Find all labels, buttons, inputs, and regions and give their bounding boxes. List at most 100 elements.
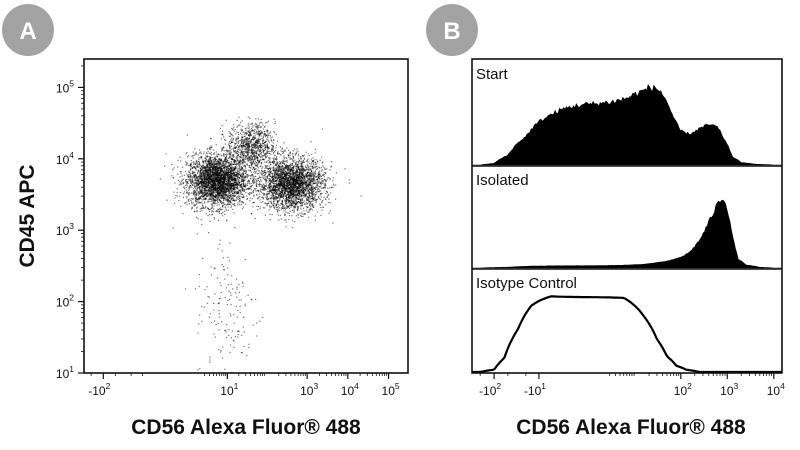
scatter-point bbox=[229, 142, 231, 145]
scatter-point bbox=[207, 163, 209, 165]
scatter-point bbox=[240, 173, 242, 175]
scatter-point bbox=[243, 176, 245, 178]
scatter-point bbox=[283, 206, 285, 208]
scatter-point bbox=[257, 209, 259, 211]
scatter-point bbox=[228, 180, 230, 182]
scatter-point bbox=[227, 187, 229, 189]
scatter-point bbox=[171, 175, 173, 177]
scatter-point bbox=[205, 184, 207, 186]
scatter-point bbox=[217, 192, 219, 194]
scatter-point bbox=[215, 160, 217, 162]
scatter-point bbox=[289, 204, 291, 207]
scatter-point bbox=[281, 170, 283, 172]
scatter-point bbox=[218, 175, 220, 177]
scatter-point bbox=[207, 181, 209, 183]
scatter-point bbox=[224, 184, 226, 186]
scatter-point bbox=[220, 189, 222, 191]
scatter-point bbox=[239, 199, 241, 201]
scatter-point bbox=[214, 166, 216, 168]
scatter-point bbox=[183, 193, 185, 195]
scatter-point bbox=[212, 170, 214, 172]
scatter-point bbox=[221, 160, 223, 162]
scatter-point bbox=[205, 205, 207, 207]
scatter-point bbox=[282, 181, 284, 183]
scatter-point bbox=[294, 185, 296, 187]
scatter-point bbox=[225, 160, 227, 162]
scatter-point bbox=[211, 169, 213, 171]
scatter-point bbox=[222, 171, 224, 173]
scatter-point bbox=[240, 157, 242, 159]
panel-a-badge: A bbox=[2, 4, 54, 56]
scatter-point bbox=[218, 179, 220, 181]
scatter-point bbox=[278, 164, 280, 166]
scatter-point bbox=[223, 164, 225, 166]
scatter-point bbox=[237, 187, 239, 189]
scatter-point bbox=[216, 191, 218, 193]
scatter-point bbox=[289, 196, 291, 198]
scatter-point bbox=[192, 172, 194, 174]
scatter-point bbox=[289, 154, 291, 156]
scatter-point bbox=[278, 187, 280, 189]
scatter-point bbox=[217, 159, 219, 161]
scatter-point bbox=[243, 179, 245, 181]
scatter-point bbox=[229, 165, 231, 168]
scatter-point bbox=[206, 184, 208, 186]
scatter-point bbox=[296, 208, 299, 210]
scatter-point bbox=[197, 180, 199, 182]
scatter-point bbox=[207, 215, 209, 217]
scatter-point bbox=[194, 153, 196, 155]
scatter-point bbox=[272, 181, 274, 183]
scatter-point bbox=[214, 156, 216, 158]
scatter-point bbox=[222, 134, 224, 136]
scatter-point bbox=[310, 162, 312, 164]
scatter-point bbox=[212, 201, 214, 203]
scatter-point bbox=[199, 210, 201, 212]
scatter-point bbox=[194, 182, 196, 184]
scatter-point bbox=[212, 211, 215, 213]
scatter-point bbox=[321, 182, 323, 184]
scatter-point bbox=[190, 167, 192, 169]
scatter-point bbox=[192, 182, 194, 184]
scatter-point bbox=[247, 181, 249, 183]
scatter-point bbox=[211, 210, 213, 212]
scatter-point bbox=[219, 175, 221, 177]
scatter-point bbox=[210, 148, 212, 150]
scatter-point bbox=[209, 160, 211, 162]
scatter-point bbox=[228, 187, 230, 189]
scatter-point bbox=[221, 185, 223, 187]
scatter-point bbox=[238, 168, 240, 170]
scatter-point bbox=[221, 183, 223, 185]
scatter-point bbox=[218, 164, 220, 166]
scatter-point bbox=[273, 207, 275, 209]
scatter-point bbox=[190, 175, 192, 178]
scatter-point bbox=[208, 181, 210, 183]
scatter-point bbox=[236, 155, 238, 157]
scatter-point bbox=[275, 163, 277, 165]
scatter-point bbox=[219, 172, 221, 174]
scatter-point bbox=[212, 178, 214, 180]
scatter-point bbox=[309, 205, 311, 207]
scatter-point bbox=[205, 199, 207, 201]
scatter-point bbox=[217, 195, 219, 197]
scatter-point bbox=[302, 160, 304, 162]
scatter-point bbox=[233, 158, 235, 161]
scatter-point bbox=[232, 185, 234, 187]
scatter-point bbox=[195, 203, 198, 205]
scatter-point bbox=[217, 180, 219, 183]
scatter-point bbox=[202, 207, 205, 209]
scatter-point bbox=[197, 192, 199, 194]
scatter-point bbox=[199, 189, 201, 191]
scatter-point bbox=[221, 168, 223, 170]
scatter-point bbox=[222, 204, 224, 206]
scatter-point bbox=[275, 177, 277, 179]
scatter-point bbox=[286, 204, 288, 206]
scatter-point bbox=[223, 199, 225, 202]
scatter-point bbox=[280, 178, 282, 181]
scatter-point bbox=[213, 182, 215, 184]
scatter-point bbox=[273, 197, 276, 199]
scatter-point bbox=[222, 187, 224, 189]
scatter-point bbox=[212, 198, 214, 200]
scatter-point bbox=[236, 175, 238, 177]
scatter-point bbox=[223, 192, 225, 194]
scatter-point bbox=[243, 180, 245, 182]
